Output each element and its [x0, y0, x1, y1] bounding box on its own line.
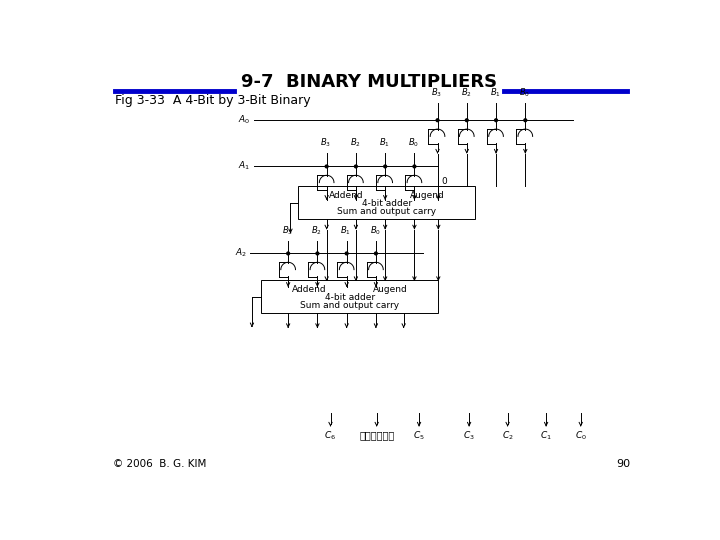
Text: Fig 3-33  A 4-Bit by 3-Bit Binary: Fig 3-33 A 4-Bit by 3-Bit Binary	[115, 94, 310, 107]
Text: 90: 90	[616, 458, 631, 469]
Circle shape	[354, 165, 357, 168]
Text: $B_2$: $B_2$	[311, 225, 322, 237]
Text: Addend: Addend	[328, 191, 364, 200]
Text: $B_0$: $B_0$	[519, 86, 530, 99]
Text: Addend: Addend	[292, 285, 326, 294]
Circle shape	[384, 165, 387, 168]
Circle shape	[465, 119, 468, 122]
Circle shape	[524, 119, 527, 122]
Circle shape	[346, 252, 348, 255]
Text: 디지털시스템: 디지털시스템	[359, 430, 395, 440]
Text: $C_2$: $C_2$	[502, 430, 513, 442]
Text: Sum and output carry: Sum and output carry	[300, 301, 400, 310]
Text: $B_1$: $B_1$	[490, 86, 500, 99]
Text: Sum and output carry: Sum and output carry	[337, 207, 436, 216]
Text: $B_2$: $B_2$	[350, 136, 361, 149]
Text: $B_0$: $B_0$	[369, 225, 381, 237]
Text: $C_0$: $C_0$	[575, 430, 587, 442]
Text: $C_5$: $C_5$	[413, 430, 425, 442]
Text: $B_3$: $B_3$	[320, 136, 331, 149]
Text: $A_1$: $A_1$	[238, 159, 251, 172]
Bar	[261, 280, 438, 313]
Text: $B_1$: $B_1$	[341, 225, 351, 237]
Text: 4-bit adder: 4-bit adder	[361, 199, 412, 208]
Text: $B_3$: $B_3$	[431, 86, 442, 99]
Text: 9-7  BINARY MULTIPLIERS: 9-7 BINARY MULTIPLIERS	[241, 73, 497, 91]
Circle shape	[316, 252, 319, 255]
Circle shape	[436, 119, 439, 122]
Text: 0: 0	[441, 177, 447, 186]
Circle shape	[413, 165, 416, 168]
Text: $C_3$: $C_3$	[463, 430, 475, 442]
Text: Augend: Augend	[373, 285, 408, 294]
Text: Augend: Augend	[410, 191, 445, 200]
Text: $C_6$: $C_6$	[325, 430, 336, 442]
Circle shape	[374, 252, 377, 255]
Circle shape	[495, 119, 498, 122]
Text: $B_3$: $B_3$	[282, 225, 293, 237]
Text: $B_2$: $B_2$	[461, 86, 472, 99]
Text: $A_2$: $A_2$	[235, 246, 246, 259]
Text: $C_1$: $C_1$	[540, 430, 552, 442]
Text: $B_0$: $B_0$	[408, 136, 419, 149]
Bar	[298, 186, 475, 219]
Circle shape	[325, 165, 328, 168]
Circle shape	[287, 252, 289, 255]
Text: $A_0$: $A_0$	[238, 113, 251, 126]
Text: 4-bit adder: 4-bit adder	[325, 293, 375, 302]
Text: $B_1$: $B_1$	[379, 136, 390, 149]
Text: © 2006  B. G. KIM: © 2006 B. G. KIM	[113, 458, 207, 469]
